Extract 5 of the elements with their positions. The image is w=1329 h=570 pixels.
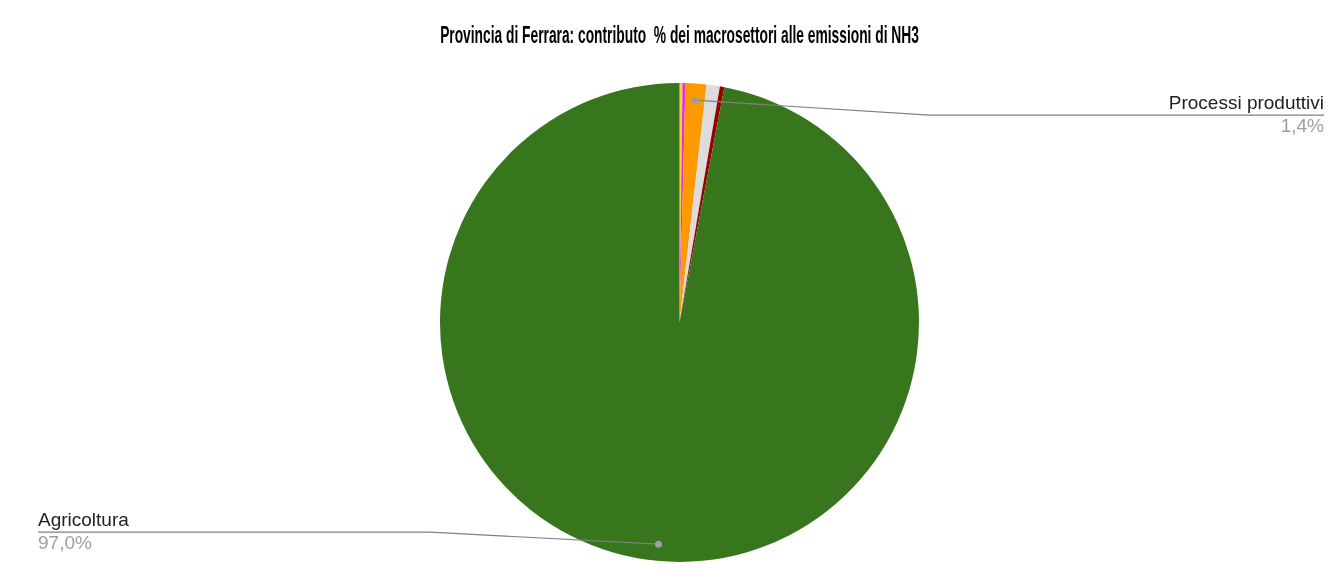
data-label: 97,0% bbox=[38, 531, 92, 553]
slice-label: Processi produttivi bbox=[1168, 91, 1324, 113]
slice-label: Agricoltura bbox=[38, 508, 130, 530]
chart-title: Provincia di Ferrara: contributo % dei macrosettori alle emissioni di NH3 bbox=[440, 20, 919, 48]
data-label: 1,4% bbox=[1280, 114, 1325, 136]
